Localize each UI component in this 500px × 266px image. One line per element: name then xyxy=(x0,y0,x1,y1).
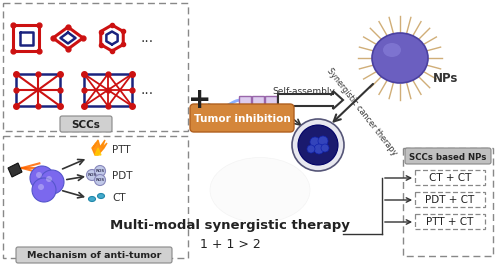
Text: ROS: ROS xyxy=(88,173,96,177)
Polygon shape xyxy=(95,148,101,155)
Text: SCCs: SCCs xyxy=(72,120,101,130)
Circle shape xyxy=(318,136,328,146)
Circle shape xyxy=(292,119,344,171)
Text: PTT + CT: PTT + CT xyxy=(426,217,474,227)
Circle shape xyxy=(30,166,54,190)
Circle shape xyxy=(307,145,315,153)
FancyBboxPatch shape xyxy=(405,148,491,164)
Text: ...: ... xyxy=(140,31,153,45)
Bar xyxy=(415,214,485,229)
Text: 1 + 1 > 2: 1 + 1 > 2 xyxy=(200,238,260,251)
Text: CT: CT xyxy=(112,193,126,203)
Text: PTT: PTT xyxy=(112,145,130,155)
FancyBboxPatch shape xyxy=(60,116,112,132)
Circle shape xyxy=(38,184,44,190)
Circle shape xyxy=(321,144,329,152)
Circle shape xyxy=(32,178,56,202)
Polygon shape xyxy=(92,140,107,155)
Circle shape xyxy=(314,144,324,154)
Text: CT + CT: CT + CT xyxy=(429,173,471,183)
FancyArrow shape xyxy=(278,91,343,109)
Text: NPs: NPs xyxy=(433,72,458,85)
Text: PDT + CT: PDT + CT xyxy=(426,195,474,205)
Bar xyxy=(415,170,485,185)
Text: Synergistic cancer therapy: Synergistic cancer therapy xyxy=(325,66,399,157)
Bar xyxy=(403,148,493,256)
Text: ...: ... xyxy=(140,83,153,97)
Text: PDT: PDT xyxy=(112,171,132,181)
Bar xyxy=(3,136,188,258)
Text: Multi-modal synergistic therapy: Multi-modal synergistic therapy xyxy=(110,218,350,231)
Text: ROS: ROS xyxy=(96,169,104,173)
Text: Self-assembly: Self-assembly xyxy=(272,86,336,95)
Circle shape xyxy=(298,125,338,165)
Circle shape xyxy=(46,176,52,182)
Polygon shape xyxy=(8,163,22,177)
Ellipse shape xyxy=(383,43,401,57)
FancyBboxPatch shape xyxy=(16,247,172,263)
Circle shape xyxy=(94,165,106,177)
Text: Tumor inhibition: Tumor inhibition xyxy=(194,114,290,124)
FancyBboxPatch shape xyxy=(266,97,278,111)
Circle shape xyxy=(94,174,106,185)
Text: SCCs based NPs: SCCs based NPs xyxy=(410,152,486,161)
Circle shape xyxy=(310,137,320,147)
Text: ROS: ROS xyxy=(96,178,104,182)
Bar xyxy=(415,192,485,207)
FancyBboxPatch shape xyxy=(252,97,264,111)
Ellipse shape xyxy=(98,193,104,198)
Text: +: + xyxy=(188,86,212,114)
Ellipse shape xyxy=(210,157,310,222)
FancyBboxPatch shape xyxy=(240,97,252,111)
Circle shape xyxy=(40,170,64,194)
Circle shape xyxy=(86,169,98,181)
Bar xyxy=(3,3,188,131)
FancyBboxPatch shape xyxy=(190,104,294,132)
Circle shape xyxy=(36,172,42,178)
Text: Mechanism of anti-tumor: Mechanism of anti-tumor xyxy=(27,251,161,260)
Ellipse shape xyxy=(372,33,428,83)
Ellipse shape xyxy=(88,197,96,202)
